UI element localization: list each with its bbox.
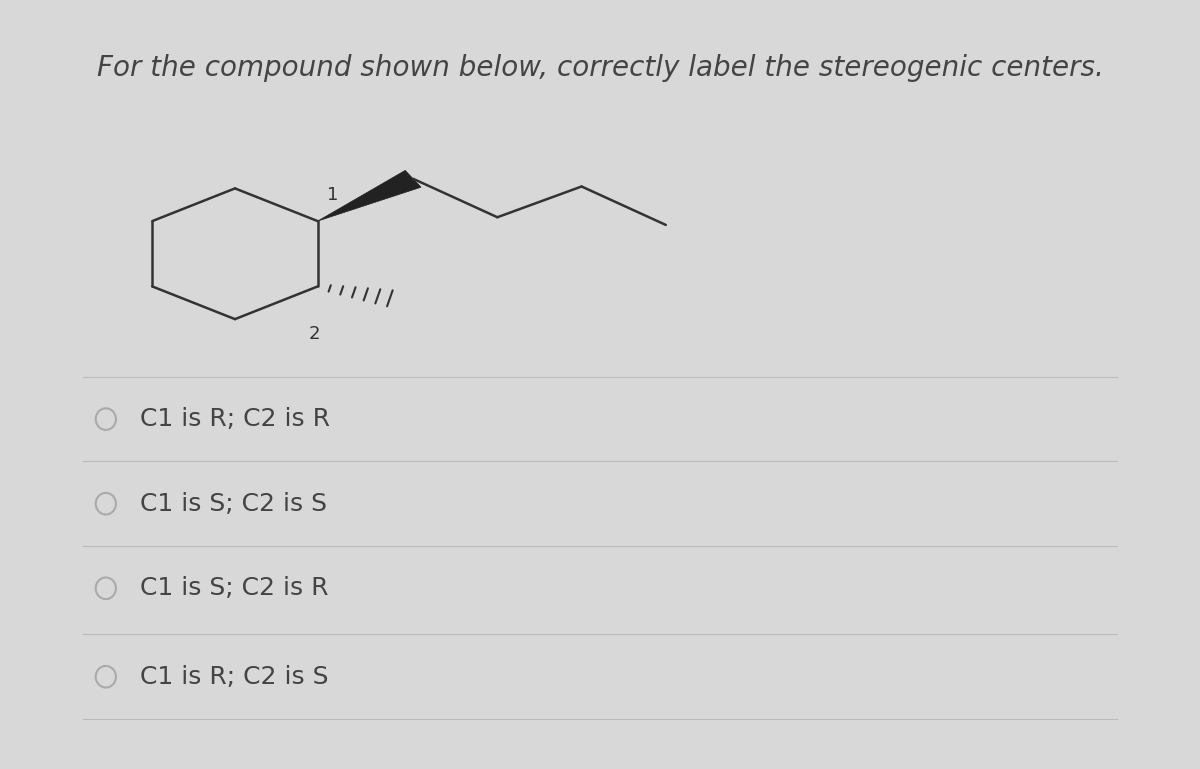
Text: C1 is R; C2 is S: C1 is R; C2 is S: [139, 664, 328, 689]
Text: 1: 1: [326, 186, 338, 204]
Text: For the compound shown below, correctly label the stereogenic centers.: For the compound shown below, correctly …: [96, 54, 1104, 82]
Text: 2: 2: [308, 325, 320, 343]
Polygon shape: [318, 171, 421, 221]
Text: C1 is S; C2 is S: C1 is S; C2 is S: [139, 491, 326, 516]
Text: C1 is S; C2 is R: C1 is S; C2 is R: [139, 576, 328, 601]
Text: C1 is R; C2 is R: C1 is R; C2 is R: [139, 407, 330, 431]
